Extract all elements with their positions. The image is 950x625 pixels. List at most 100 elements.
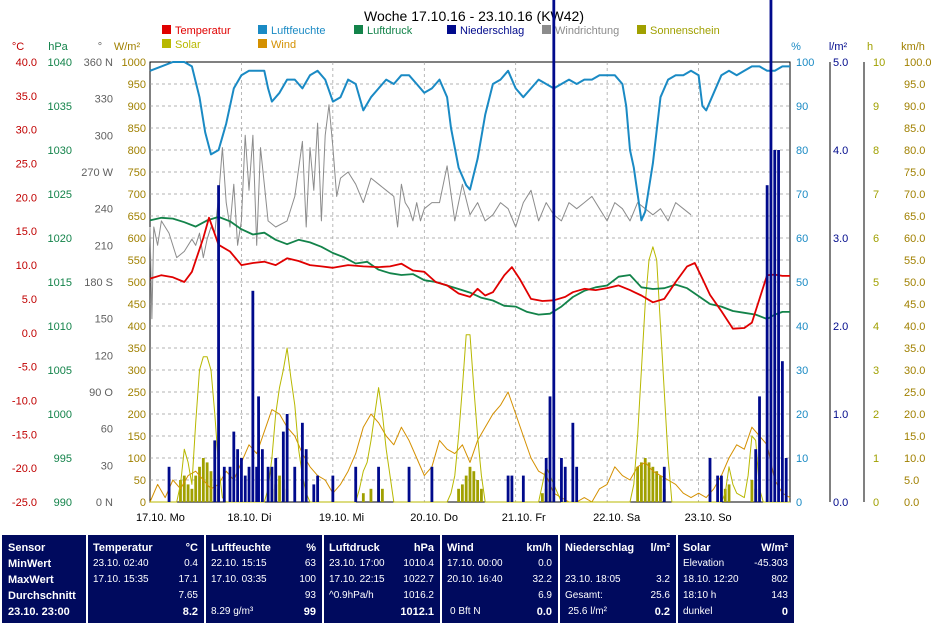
tick-label: -5.0 <box>18 362 37 374</box>
tick-label: 800 <box>128 145 146 157</box>
luftfeuchte-max: 100 <box>299 574 316 585</box>
tick-label: 1 <box>873 453 879 465</box>
tick-label: 2 <box>873 409 879 421</box>
bar <box>260 449 264 502</box>
bar <box>506 475 510 502</box>
avg-label: Durchschnitt <box>8 590 76 602</box>
tick-label: 360 N <box>84 57 113 69</box>
tick-label: 120 <box>95 350 113 362</box>
bar <box>167 466 171 502</box>
tick-label: -10.0 <box>12 395 37 407</box>
unit-rain: l/m² <box>829 41 848 53</box>
tick-label: 1040 <box>48 57 72 69</box>
tick-label: 0 <box>140 497 146 509</box>
bar <box>544 458 548 502</box>
tick-label: 95.0 <box>904 79 925 91</box>
wind-max-time: 20.10. 16:40 <box>447 574 503 585</box>
tick-label: 1.0 <box>833 409 848 421</box>
tick-label: 500 <box>128 277 146 289</box>
tick-label: 1025 <box>48 189 72 201</box>
tick-label: 55.0 <box>904 255 925 267</box>
bar <box>217 185 220 502</box>
tick-label: 3.0 <box>833 233 848 245</box>
now-label: 23.10. 23:00 <box>8 606 70 618</box>
bar <box>780 361 784 502</box>
bar <box>179 480 182 502</box>
bar <box>472 471 476 502</box>
day-label: 18.10. Di <box>227 512 271 524</box>
tick-label: 50 <box>796 277 808 289</box>
bar <box>659 475 662 502</box>
day-label: 20.10. Do <box>410 512 458 524</box>
tick-label: 250 <box>128 387 146 399</box>
legend-label: Wind <box>271 39 296 51</box>
stats-table: Sensor MinWert MaxWert Durchschnitt 23.1… <box>0 533 950 625</box>
series-line-temperatur <box>149 216 790 330</box>
wind-bft: 0 Bft N <box>450 606 481 617</box>
tick-label: 0.0 <box>833 497 848 509</box>
bar <box>194 475 198 502</box>
tick-label: 180 S <box>84 277 113 289</box>
wind-avg: 6.9 <box>538 590 552 601</box>
bar <box>727 484 731 502</box>
luftdruck-max: 1022.7 <box>403 574 434 585</box>
tick-label: 50.0 <box>904 277 925 289</box>
day-label: 19.10. Mi <box>319 512 364 524</box>
temperatur-now: 8.2 <box>182 606 198 618</box>
temperatur-header: Temperatur <box>93 542 153 554</box>
tick-label: 60 <box>796 233 808 245</box>
series-line-solar <box>150 246 790 503</box>
unit-hum: % <box>791 41 801 53</box>
bar <box>708 458 712 502</box>
legend-label: Sonnenschein <box>650 25 720 37</box>
tick-label: 6 <box>873 233 879 245</box>
tick-label: 10.0 <box>904 453 925 465</box>
tick-label: 8 <box>873 145 879 157</box>
bar <box>510 475 514 502</box>
niederschlag-now-label: 25.6 l/m² <box>568 606 607 617</box>
tick-label: 990 <box>54 497 72 509</box>
tick-label: 1010 <box>48 321 72 333</box>
unit-wind: km/h <box>901 41 925 53</box>
bar <box>312 484 316 502</box>
tick-label: 65.0 <box>904 211 925 223</box>
bar <box>765 185 769 502</box>
tick-label: 100.0 <box>904 57 932 69</box>
tick-label: 90.0 <box>904 101 925 113</box>
niederschlag-now: 0.2 <box>654 606 670 618</box>
legend-swatch <box>447 25 456 34</box>
tick-label: 60.0 <box>904 233 925 245</box>
luftfeuchte-min-time: 22.10. 15:15 <box>211 558 267 569</box>
series-line-wind <box>149 391 791 503</box>
luftdruck-min: 1010.4 <box>403 558 434 569</box>
legend-label: Windrichtung <box>555 25 619 37</box>
chart-title: Woche 17.10.16 - 23.10.16 (KW42) <box>364 8 584 24</box>
bar <box>560 458 563 502</box>
tick-label: 210 <box>95 240 113 252</box>
bar <box>540 493 544 502</box>
tick-label: 330 <box>95 94 113 106</box>
bar <box>758 396 761 502</box>
tick-label: 400 <box>128 321 146 333</box>
tick-label: 35.0 <box>904 343 925 355</box>
tick-label: 1005 <box>48 365 72 377</box>
bar <box>457 488 460 502</box>
wind-now: 0.0 <box>536 606 552 618</box>
tick-label: 0.0 <box>904 497 919 509</box>
unit-sun: h <box>867 41 873 53</box>
tick-label: 35.0 <box>16 91 37 103</box>
tick-label: 70.0 <box>904 189 925 201</box>
tick-label: 15.0 <box>904 431 925 443</box>
panel-solar: Solar W/m² Elevation -45.303 18.10. 12:20 8… <box>678 535 794 623</box>
unit-solar: W/m² <box>114 41 141 53</box>
tick-label: 30 <box>796 365 808 377</box>
bar <box>266 466 270 502</box>
tick-label: 10 <box>796 453 808 465</box>
bar <box>563 466 567 502</box>
luftfeuchte-max-time: 17.10. 03:35 <box>211 574 267 585</box>
bar <box>186 484 190 502</box>
axis-wind: 100.0 95.0 90.0 85.0 80.0 75.0 70.0 65.0 60.0 55.… <box>904 57 932 509</box>
tick-label: 10.0 <box>16 260 37 272</box>
